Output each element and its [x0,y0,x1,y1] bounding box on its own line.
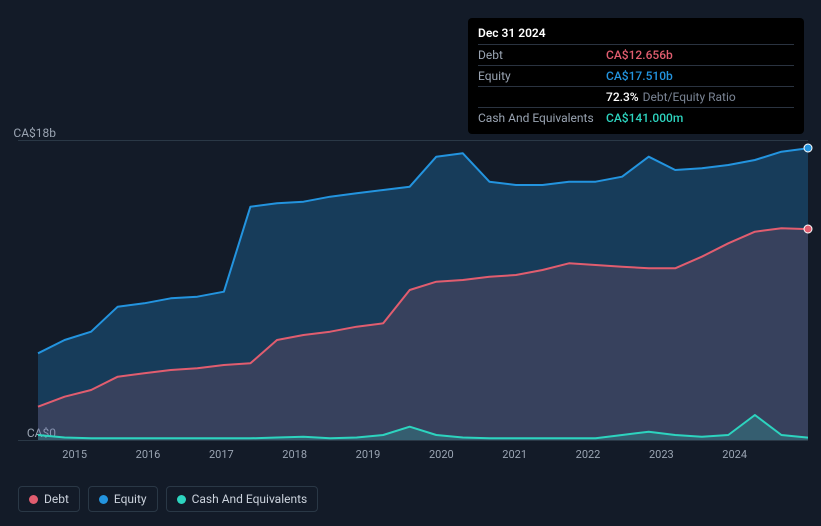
debt-endpoint-marker [804,225,813,234]
x-axis-tick: 2021 [502,448,527,461]
legend-swatch [177,495,186,504]
legend-item-equity[interactable]: Equity [88,486,158,512]
tooltip-row-value: CA$12.656b [606,46,673,64]
legend-label: Equity [114,492,147,506]
x-axis-tick: 2016 [136,448,161,461]
x-axis-tick: 2022 [576,448,601,461]
tooltip-row: DebtCA$12.656b [478,44,794,65]
x-axis-tick: 2019 [356,448,381,461]
tooltip-row-value: 72.3% [606,88,639,106]
chart-tooltip: Dec 31 2024 DebtCA$12.656bEquityCA$17.51… [468,18,804,134]
tooltip-row-label: Debt [478,46,606,64]
tooltip-rows: DebtCA$12.656bEquityCA$17.510b72.3%Debt/… [478,44,794,128]
legend-label: Cash And Equivalents [192,492,308,506]
chart-legend: Debt Equity Cash And Equivalents [18,486,318,512]
tooltip-row: EquityCA$17.510b [478,65,794,86]
x-axis-tick: 2024 [722,448,747,461]
tooltip-row-label: Cash And Equivalents [478,109,606,127]
tooltip-row-value: CA$141.000m [606,109,683,127]
tooltip-row-label [478,88,606,106]
tooltip-row-label: Equity [478,67,606,85]
tooltip-row: 72.3%Debt/Equity Ratio [478,86,794,107]
equity-endpoint-marker [804,144,813,153]
x-axis-tick: 2017 [209,448,234,461]
x-axis-tick: 2023 [649,448,674,461]
legend-item-debt[interactable]: Debt [18,486,80,512]
legend-label: Debt [44,492,69,506]
tooltip-row-suffix: Debt/Equity Ratio [643,88,736,106]
legend-swatch [29,495,38,504]
chart-plot[interactable] [18,140,808,440]
x-axis-tick: 2018 [282,448,307,461]
x-axis-tick: 2020 [429,448,454,461]
tooltip-row: Cash And EquivalentsCA$141.000m [478,107,794,128]
tooltip-row-value: CA$17.510b [606,67,673,85]
y-axis-label-top: CA$18b [13,126,56,140]
legend-swatch [99,495,108,504]
chart-grid-baseline [18,440,808,441]
tooltip-date: Dec 31 2024 [478,24,794,44]
legend-item-cash-and-equivalents[interactable]: Cash And Equivalents [166,486,319,512]
x-axis-tick: 2015 [62,448,87,461]
